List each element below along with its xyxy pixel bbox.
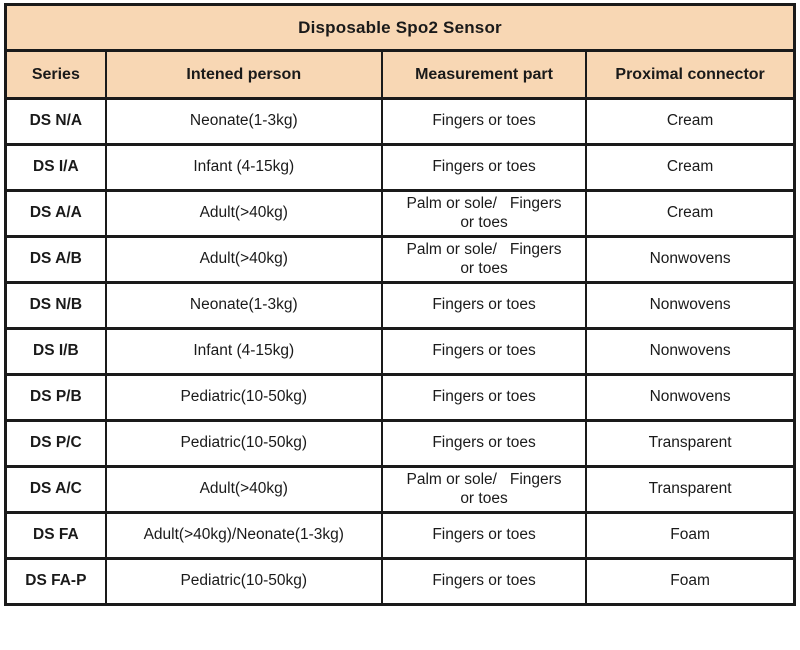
- intended-person-cell: Neonate(1-3kg): [104, 281, 383, 330]
- intended-person-cell: Pediatric(10-50kg): [104, 373, 383, 422]
- table-row: DS N/B Neonate(1-3kg) Fingers or toes No…: [4, 281, 796, 330]
- spo2-sensor-table: Disposable Spo2 Sensor Series Intened pe…: [4, 3, 796, 606]
- table-row: DS FA-P Pediatric(10-50kg) Fingers or to…: [4, 557, 796, 606]
- proximal-connector-cell: Nonwovens: [585, 327, 796, 376]
- series-cell: DS P/B: [4, 373, 107, 422]
- table-row: DS P/C Pediatric(10-50kg) Fingers or toe…: [4, 419, 796, 468]
- proximal-connector-cell: Cream: [585, 143, 796, 192]
- table-row: DS A/A Adult(>40kg) Palm or sole/ Finger…: [4, 189, 796, 238]
- table-row: DS N/A Neonate(1-3kg) Fingers or toes Cr…: [4, 97, 796, 146]
- measurement-part-cell: Fingers or toes: [380, 327, 588, 376]
- proximal-connector-cell: Nonwovens: [585, 281, 796, 330]
- column-header-series: Series: [4, 49, 107, 100]
- measurement-part-cell: Fingers or toes: [380, 373, 588, 422]
- series-cell: DS FA: [4, 511, 107, 560]
- measurement-part-cell: Fingers or toes: [380, 557, 588, 606]
- intended-person-cell: Infant (4-15kg): [104, 327, 383, 376]
- table-body: DS N/A Neonate(1-3kg) Fingers or toes Cr…: [4, 97, 796, 606]
- proximal-connector-cell: Cream: [585, 189, 796, 238]
- series-cell: DS I/A: [4, 143, 107, 192]
- proximal-connector-cell: Foam: [585, 557, 796, 606]
- proximal-connector-cell: Foam: [585, 511, 796, 560]
- series-cell: DS A/B: [4, 235, 107, 284]
- intended-person-cell: Pediatric(10-50kg): [104, 557, 383, 606]
- proximal-connector-cell: Cream: [585, 97, 796, 146]
- measurement-part-cell: Fingers or toes: [380, 511, 588, 560]
- table-row: DS FA Adult(>40kg)/Neonate(1-3kg) Finger…: [4, 511, 796, 560]
- series-cell: DS A/A: [4, 189, 107, 238]
- series-cell: DS A/C: [4, 465, 107, 514]
- table-row: DS P/B Pediatric(10-50kg) Fingers or toe…: [4, 373, 796, 422]
- intended-person-cell: Adult(>40kg)/Neonate(1-3kg): [104, 511, 383, 560]
- series-cell: DS I/B: [4, 327, 107, 376]
- intended-person-cell: Adult(>40kg): [104, 235, 383, 284]
- table-row: DS I/A Infant (4-15kg) Fingers or toes C…: [4, 143, 796, 192]
- proximal-connector-cell: Nonwovens: [585, 235, 796, 284]
- table-row: DS I/B Infant (4-15kg) Fingers or toes N…: [4, 327, 796, 376]
- proximal-connector-cell: Nonwovens: [585, 373, 796, 422]
- column-header-measurement-part: Measurement part: [380, 49, 588, 100]
- measurement-part-cell: Fingers or toes: [380, 97, 588, 146]
- measurement-part-cell: Palm or sole/ Fingers or toes: [380, 189, 588, 238]
- table-row: DS A/C Adult(>40kg) Palm or sole/ Finger…: [4, 465, 796, 514]
- proximal-connector-cell: Transparent: [585, 419, 796, 468]
- intended-person-cell: Adult(>40kg): [104, 189, 383, 238]
- table-title: Disposable Spo2 Sensor: [4, 3, 796, 52]
- measurement-part-cell: Palm or sole/ Fingers or toes: [380, 465, 588, 514]
- series-cell: DS N/A: [4, 97, 107, 146]
- column-header-intended-person: Intened person: [104, 49, 383, 100]
- table-header-row: Series Intened person Measurement part P…: [4, 49, 796, 100]
- measurement-part-cell: Fingers or toes: [380, 419, 588, 468]
- intended-person-cell: Pediatric(10-50kg): [104, 419, 383, 468]
- table-title-row: Disposable Spo2 Sensor: [4, 3, 796, 52]
- intended-person-cell: Neonate(1-3kg): [104, 97, 383, 146]
- table-row: DS A/B Adult(>40kg) Palm or sole/ Finger…: [4, 235, 796, 284]
- series-cell: DS N/B: [4, 281, 107, 330]
- measurement-part-cell: Palm or sole/ Fingers or toes: [380, 235, 588, 284]
- intended-person-cell: Infant (4-15kg): [104, 143, 383, 192]
- column-header-proximal-connector: Proximal connector: [585, 49, 796, 100]
- series-cell: DS P/C: [4, 419, 107, 468]
- series-cell: DS FA-P: [4, 557, 107, 606]
- intended-person-cell: Adult(>40kg): [104, 465, 383, 514]
- proximal-connector-cell: Transparent: [585, 465, 796, 514]
- measurement-part-cell: Fingers or toes: [380, 281, 588, 330]
- measurement-part-cell: Fingers or toes: [380, 143, 588, 192]
